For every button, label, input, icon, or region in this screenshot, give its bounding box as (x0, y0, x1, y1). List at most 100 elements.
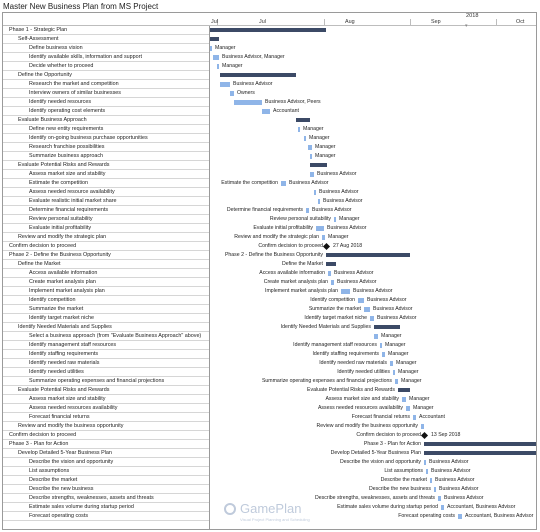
task-row[interactable]: Interview owners of similar businesses (3, 89, 209, 98)
task-row[interactable]: Identify competition (3, 296, 209, 305)
summary-bar[interactable] (326, 262, 336, 266)
task-bar[interactable] (316, 226, 324, 231)
task-bar[interactable] (281, 181, 286, 186)
task-bar[interactable] (318, 199, 320, 204)
task-bar[interactable] (434, 487, 436, 492)
task-row[interactable]: Identify available skills, information a… (3, 53, 209, 62)
task-row[interactable]: Summarize business approach (3, 152, 209, 161)
summary-bar[interactable] (424, 442, 536, 446)
task-bar[interactable] (220, 82, 230, 87)
task-bar[interactable] (402, 397, 406, 402)
task-row[interactable]: Describe strengths, weaknesses, assets a… (3, 494, 209, 503)
task-bar[interactable] (390, 361, 393, 366)
task-row[interactable]: Identify needed utilities (3, 368, 209, 377)
task-bar[interactable] (213, 55, 219, 60)
task-bar[interactable] (413, 415, 416, 420)
task-row[interactable]: Identify on-going business purchase oppo… (3, 134, 209, 143)
task-row[interactable]: Identify needed resources (3, 98, 209, 107)
task-bar[interactable] (458, 514, 462, 519)
task-row[interactable]: Phase 3 - Plan for Action (3, 440, 209, 449)
task-row[interactable]: Evaluate Potential Risks and Rewards (3, 386, 209, 395)
task-row[interactable]: Identify staffing requirements (3, 350, 209, 359)
task-bar[interactable] (322, 235, 325, 240)
task-bar[interactable] (370, 316, 374, 321)
task-bar[interactable] (310, 172, 314, 177)
task-row[interactable]: Assess needed resources availability (3, 404, 209, 413)
task-bar[interactable] (334, 217, 336, 222)
task-row[interactable]: Identify Needed Materials and Supplies (3, 323, 209, 332)
task-bar[interactable] (310, 154, 312, 159)
milestone-diamond-icon[interactable] (322, 242, 331, 251)
task-bar[interactable] (262, 109, 270, 114)
summary-bar[interactable] (220, 73, 296, 77)
task-row[interactable]: Summarize the market (3, 305, 209, 314)
task-row[interactable]: Forecast financial returns (3, 413, 209, 422)
task-row[interactable]: Assess market size and stability (3, 170, 209, 179)
task-bar[interactable] (424, 460, 426, 465)
summary-bar[interactable] (424, 451, 536, 455)
task-bar[interactable] (438, 496, 441, 501)
summary-bar[interactable] (398, 388, 410, 392)
task-row[interactable]: Develop Detailed 5-Year Business Plan (3, 449, 209, 458)
task-bar[interactable] (374, 334, 378, 339)
task-bar[interactable] (308, 145, 312, 150)
task-bar[interactable] (331, 280, 334, 285)
task-row[interactable]: Assess market size and stability (3, 395, 209, 404)
timeline-scroll-arrow-icon[interactable]: ▾ (465, 23, 468, 29)
task-row[interactable]: Define the Opportunity (3, 71, 209, 80)
task-row[interactable]: Review and modify the strategic plan (3, 233, 209, 242)
task-row[interactable]: Identify operating cost elements (3, 107, 209, 116)
task-bar[interactable] (393, 370, 395, 375)
task-row[interactable]: Review and modify the business opportuni… (3, 422, 209, 431)
task-bar[interactable] (380, 343, 382, 348)
task-row[interactable]: Create market analysis plan (3, 278, 209, 287)
task-row[interactable]: Define new entity requirements (3, 125, 209, 134)
task-bar[interactable] (304, 136, 306, 141)
task-bar[interactable] (426, 469, 428, 474)
summary-bar[interactable] (210, 37, 219, 41)
task-row[interactable]: Access available information (3, 269, 209, 278)
task-row[interactable]: List assumptions (3, 467, 209, 476)
task-row[interactable]: Identify needed raw materials (3, 359, 209, 368)
task-row[interactable]: Evaluate realistic initial market share (3, 197, 209, 206)
task-bar[interactable] (298, 127, 300, 132)
task-row[interactable]: Summarize operating expenses and financi… (3, 377, 209, 386)
task-bar[interactable] (382, 352, 385, 357)
task-row[interactable]: Define business vision (3, 44, 209, 53)
task-row[interactable]: Describe the new business (3, 485, 209, 494)
summary-bar[interactable] (210, 28, 326, 32)
task-row[interactable]: Identify target market niche (3, 314, 209, 323)
task-bar[interactable] (430, 478, 432, 483)
task-row[interactable]: Review personal suitability (3, 215, 209, 224)
summary-bar[interactable] (310, 163, 327, 167)
task-row[interactable]: Evaluate initial profitability (3, 224, 209, 233)
task-row[interactable]: Self-Assessment (3, 35, 209, 44)
task-row[interactable]: Forecast operating costs (3, 512, 209, 521)
task-row[interactable]: Estimate the competition (3, 179, 209, 188)
task-bar[interactable] (341, 289, 350, 294)
task-row[interactable]: Implement market analysis plan (3, 287, 209, 296)
task-row[interactable]: Decide whether to proceed (3, 62, 209, 71)
task-row[interactable]: Determine financial requirements (3, 206, 209, 215)
task-bar[interactable] (314, 190, 316, 195)
summary-bar[interactable] (296, 118, 310, 122)
task-bar[interactable] (441, 505, 444, 510)
task-bar[interactable] (217, 64, 219, 69)
task-row[interactable]: Estimate sales volume during startup per… (3, 503, 209, 512)
task-row[interactable]: Evaluate Business Approach (3, 116, 209, 125)
task-row[interactable]: Confirm decision to proceed (3, 242, 209, 251)
task-row[interactable]: Confirm decision to proceed (3, 431, 209, 440)
task-row[interactable]: Define the Market (3, 260, 209, 269)
task-row[interactable]: Phase 2 - Define the Business Opportunit… (3, 251, 209, 260)
milestone-diamond-icon[interactable] (420, 431, 429, 440)
task-row[interactable]: Research the market and competition (3, 80, 209, 89)
task-bar[interactable] (358, 298, 364, 303)
task-bar[interactable] (395, 379, 398, 384)
task-bar[interactable] (210, 46, 212, 51)
task-row[interactable]: Assess needed resource availability (3, 188, 209, 197)
task-row[interactable]: Evaluate Potential Risks and Rewards (3, 161, 209, 170)
task-row[interactable]: Describe the market (3, 476, 209, 485)
task-row[interactable]: Research franchise possibilities (3, 143, 209, 152)
task-bar[interactable] (421, 424, 424, 429)
summary-bar[interactable] (326, 253, 410, 257)
